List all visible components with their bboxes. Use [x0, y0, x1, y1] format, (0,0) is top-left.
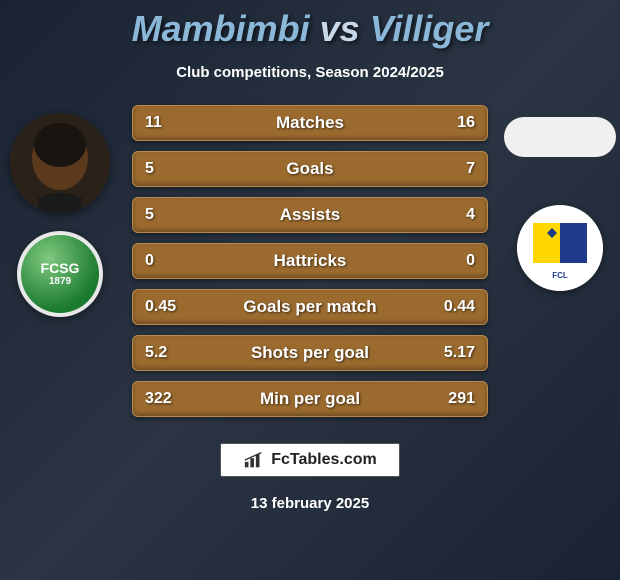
player2-name: Villiger — [370, 8, 489, 49]
svg-text:FCL: FCL — [552, 271, 568, 280]
stat-bar-goals-per-match: 0.45 Goals per match 0.44 — [132, 289, 488, 325]
stat-label: Assists — [133, 205, 487, 225]
crest1-line1: FCSG — [41, 261, 80, 276]
stat-right: 16 — [457, 114, 475, 132]
right-column: FCL — [500, 105, 620, 291]
left-column: FCSG 1879 — [0, 105, 120, 317]
stat-left: 11 — [145, 114, 162, 132]
stat-label: Min per goal — [133, 389, 487, 409]
stat-right: 0.44 — [444, 298, 475, 316]
stat-label: Goals — [133, 159, 487, 179]
stat-label: Matches — [133, 113, 487, 133]
stat-right: 4 — [466, 206, 475, 224]
fctables-label: FcTables.com — [271, 451, 377, 469]
subtitle: Club competitions, Season 2024/2025 — [0, 64, 620, 81]
stat-left: 0.45 — [145, 298, 176, 316]
stat-label: Hattricks — [133, 251, 487, 271]
stat-bar-hattricks: 0 Hattricks 0 — [132, 243, 488, 279]
player1-name: Mambimbi — [132, 8, 310, 49]
stat-right: 7 — [466, 160, 475, 178]
title: Mambimbi vs Villiger — [0, 0, 620, 50]
stat-bar-assists: 5 Assists 4 — [132, 197, 488, 233]
chart-icon — [243, 450, 265, 470]
stat-bar-matches: 11 Matches 16 — [132, 105, 488, 141]
stat-left: 322 — [145, 390, 172, 408]
player2-avatar-placeholder — [504, 117, 616, 157]
vs-label: vs — [320, 8, 360, 49]
crest1-line2: 1879 — [41, 276, 80, 287]
stat-bar-shots-per-goal: 5.2 Shots per goal 5.17 — [132, 335, 488, 371]
stat-right: 0 — [466, 252, 475, 270]
club1-crest-text: FCSG 1879 — [41, 261, 80, 287]
stat-left: 5 — [145, 206, 154, 224]
stat-label: Goals per match — [133, 297, 487, 317]
date: 13 february 2025 — [0, 495, 620, 512]
stat-bar-goals: 5 Goals 7 — [132, 151, 488, 187]
fctables-badge[interactable]: FcTables.com — [220, 443, 400, 477]
stat-right: 291 — [448, 390, 475, 408]
stats-column: 11 Matches 16 5 Goals 7 5 Assists 4 0 Ha… — [120, 105, 500, 417]
footer: FcTables.com — [0, 443, 620, 477]
stat-left: 5.2 — [145, 344, 167, 362]
stat-bar-min-per-goal: 322 Min per goal 291 — [132, 381, 488, 417]
club2-crest: FCL — [517, 205, 603, 291]
stat-label: Shots per goal — [133, 343, 487, 363]
stat-left: 5 — [145, 160, 154, 178]
stat-right: 5.17 — [444, 344, 475, 362]
stat-left: 0 — [145, 252, 154, 270]
player1-avatar — [10, 113, 110, 213]
club1-crest: FCSG 1879 — [17, 231, 103, 317]
